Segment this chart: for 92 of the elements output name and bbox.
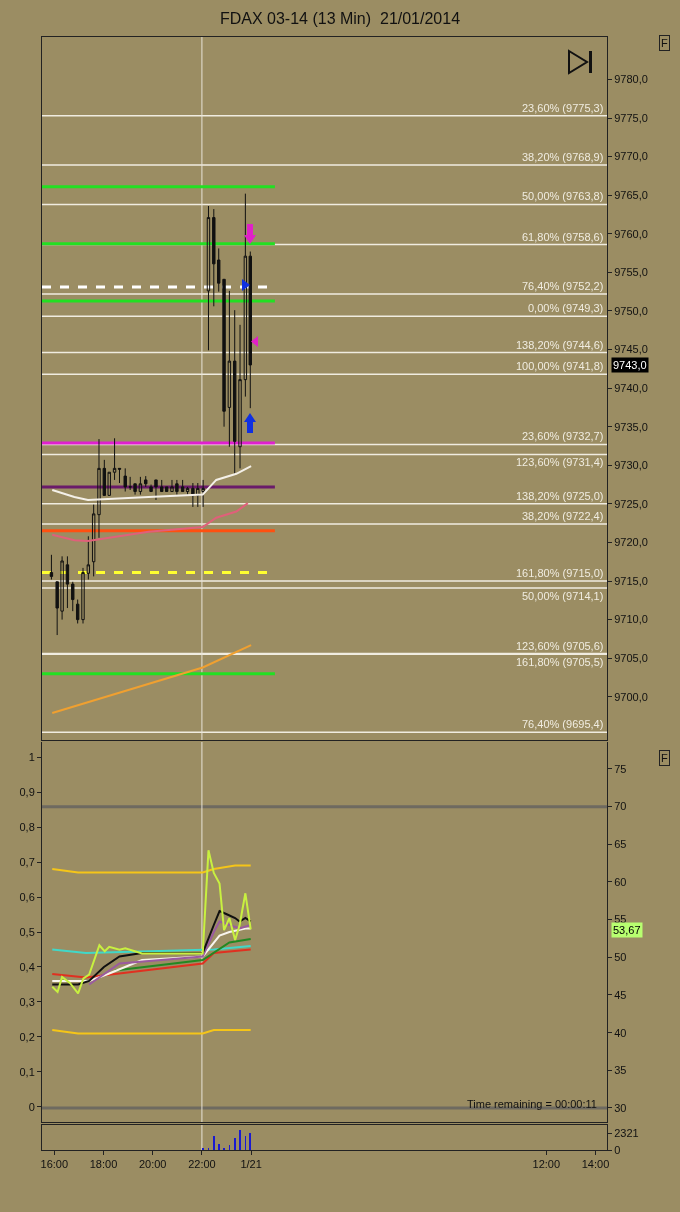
y-tick-label: 9775,0	[614, 111, 648, 124]
y-tick-label: 9750,0	[614, 304, 648, 317]
candlestick	[206, 205, 211, 351]
y2-tick-label: 75	[614, 762, 627, 775]
text: F	[661, 37, 668, 49]
y-tick-label: 0,6	[19, 890, 35, 903]
line-series	[113, 938, 252, 972]
y-tick-label: 0,7	[19, 855, 35, 868]
candlestick	[112, 437, 117, 481]
ref-line-label: 61,80% (9758,6)	[522, 231, 604, 243]
y-tick-label: 0,2	[19, 1030, 35, 1043]
y-tick-label: 9700,0	[614, 690, 648, 703]
y2-tick-label: 50	[614, 951, 627, 964]
x-tick-label: 22:00	[188, 1158, 216, 1171]
text: F	[661, 752, 668, 764]
candlestick	[227, 290, 232, 448]
y-tick-label: 9725,0	[614, 497, 648, 510]
ref-line-label: 161,80% (9705,5)	[516, 656, 604, 668]
line-series	[51, 910, 252, 986]
ref-line-label: 38,20% (9768,9)	[522, 151, 604, 163]
y-tick-label: 0,3	[19, 995, 35, 1008]
candlestick	[117, 467, 122, 484]
y-tick-label: 9720,0	[614, 536, 648, 549]
y-tick-label: 1	[28, 750, 35, 763]
x-tick-label: 1/21	[240, 1158, 262, 1171]
y2-tick-label: 40	[614, 1026, 627, 1039]
ref-line-label: 0,00% (9749,3)	[528, 302, 604, 314]
line-series	[88, 920, 252, 986]
y2-tick-label: 70	[614, 800, 627, 813]
text: 53,67	[613, 924, 641, 936]
ref-line-label: 161,80% (9715,0)	[516, 567, 604, 579]
y2-tick-label: 55	[614, 913, 627, 926]
y-tick-label: 9710,0	[614, 613, 648, 626]
y-tick-label: 0,9	[19, 785, 35, 798]
y-tick-label: 2321	[614, 1127, 639, 1140]
y-tick-label: 9755,0	[614, 266, 648, 279]
ref-line-label: 138,20% (9744,6)	[516, 339, 604, 351]
y-tick-label: 0	[28, 1100, 35, 1113]
y2-tick-label: 65	[614, 838, 627, 851]
y-tick-label: 9730,0	[614, 459, 648, 472]
ref-line-label: 50,00% (9763,8)	[522, 190, 604, 202]
annotation: Time remaining = 00:00:11	[467, 1098, 597, 1110]
ref-line-label: 123,60% (9731,4)	[516, 456, 604, 468]
y-tick-label: 9770,0	[614, 150, 648, 163]
x-tick-label: 12:00	[532, 1158, 561, 1171]
ref-line-label: 76,40% (9752,2)	[522, 280, 604, 292]
line-series	[51, 502, 249, 542]
line-series	[51, 465, 253, 502]
x-tick-label: 16:00	[40, 1158, 69, 1171]
ref-line-label: 50,00% (9714,1)	[522, 590, 604, 602]
ref-line-label: 76,40% (9695,4)	[522, 718, 604, 730]
ref-line-label: 100,00% (9741,8)	[516, 360, 604, 372]
ref-line-label: 23,60% (9775,3)	[522, 102, 604, 114]
y-tick-label: 9705,0	[614, 652, 648, 665]
ref-line-label: 138,20% (9725,0)	[516, 490, 604, 502]
x-tick-label: 18:00	[89, 1158, 118, 1171]
candlestick	[49, 554, 54, 580]
y-tick-label: 9780,0	[614, 73, 648, 86]
y-tick-label: 9760,0	[614, 227, 648, 240]
ref-line-label: 23,60% (9732,7)	[522, 430, 604, 442]
candlestick	[123, 467, 127, 493]
y-tick-label: 9745,0	[614, 343, 648, 356]
y-tick-label: 0,1	[19, 1065, 35, 1078]
line-series	[51, 849, 252, 995]
y-tick-label: 0,5	[19, 925, 35, 938]
candlestick	[65, 555, 70, 609]
y-tick-label: 9715,0	[614, 574, 648, 587]
ref-line-label: 123,60% (9705,6)	[516, 640, 604, 652]
candlestick	[71, 581, 75, 612]
x-tick-label: 14:00	[581, 1158, 610, 1171]
candlestick	[185, 486, 190, 496]
candlestick	[138, 476, 143, 496]
line-series	[51, 927, 252, 982]
chart-title: FDAX 03-14 (13 Min) 21/01/2014	[219, 9, 461, 27]
candlestick	[133, 483, 137, 496]
y-tick-label: 0,4	[19, 960, 35, 973]
text: 9743,0	[613, 359, 647, 371]
candlestick	[180, 479, 185, 493]
y2-tick-label: 60	[614, 875, 627, 888]
candlestick	[128, 476, 132, 491]
y2-tick-label: 35	[614, 1064, 627, 1077]
y2-tick-label: 30	[614, 1101, 627, 1114]
y-tick-label: 9740,0	[614, 381, 648, 394]
candlestick	[144, 475, 148, 488]
x-tick-label: 20:00	[138, 1158, 167, 1171]
y-tick-label: 9735,0	[614, 420, 648, 433]
y-tick-label: 0,8	[19, 820, 35, 833]
ref-line-label: 38,20% (9722,4)	[522, 510, 604, 522]
y2-tick-label: 45	[614, 988, 627, 1001]
y-tick-label: 9765,0	[614, 189, 648, 202]
line-series	[51, 948, 252, 979]
y-tick-label: 0	[614, 1143, 621, 1156]
